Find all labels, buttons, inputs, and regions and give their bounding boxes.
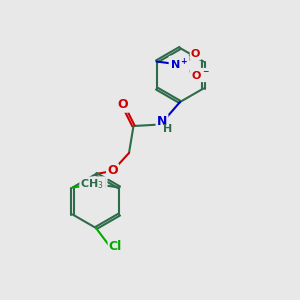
Text: O: O [191, 49, 200, 59]
Text: Cl: Cl [93, 178, 106, 191]
Text: Cl: Cl [109, 239, 122, 253]
Text: H: H [164, 124, 172, 134]
Text: $\mathregular{O^-}$: $\mathregular{O^-}$ [191, 69, 209, 81]
Text: CH$_3$: CH$_3$ [80, 178, 104, 191]
Text: O: O [107, 164, 118, 178]
Text: $\mathregular{N^+}$: $\mathregular{N^+}$ [170, 57, 188, 72]
Text: O: O [118, 98, 128, 112]
Text: N: N [157, 115, 167, 128]
